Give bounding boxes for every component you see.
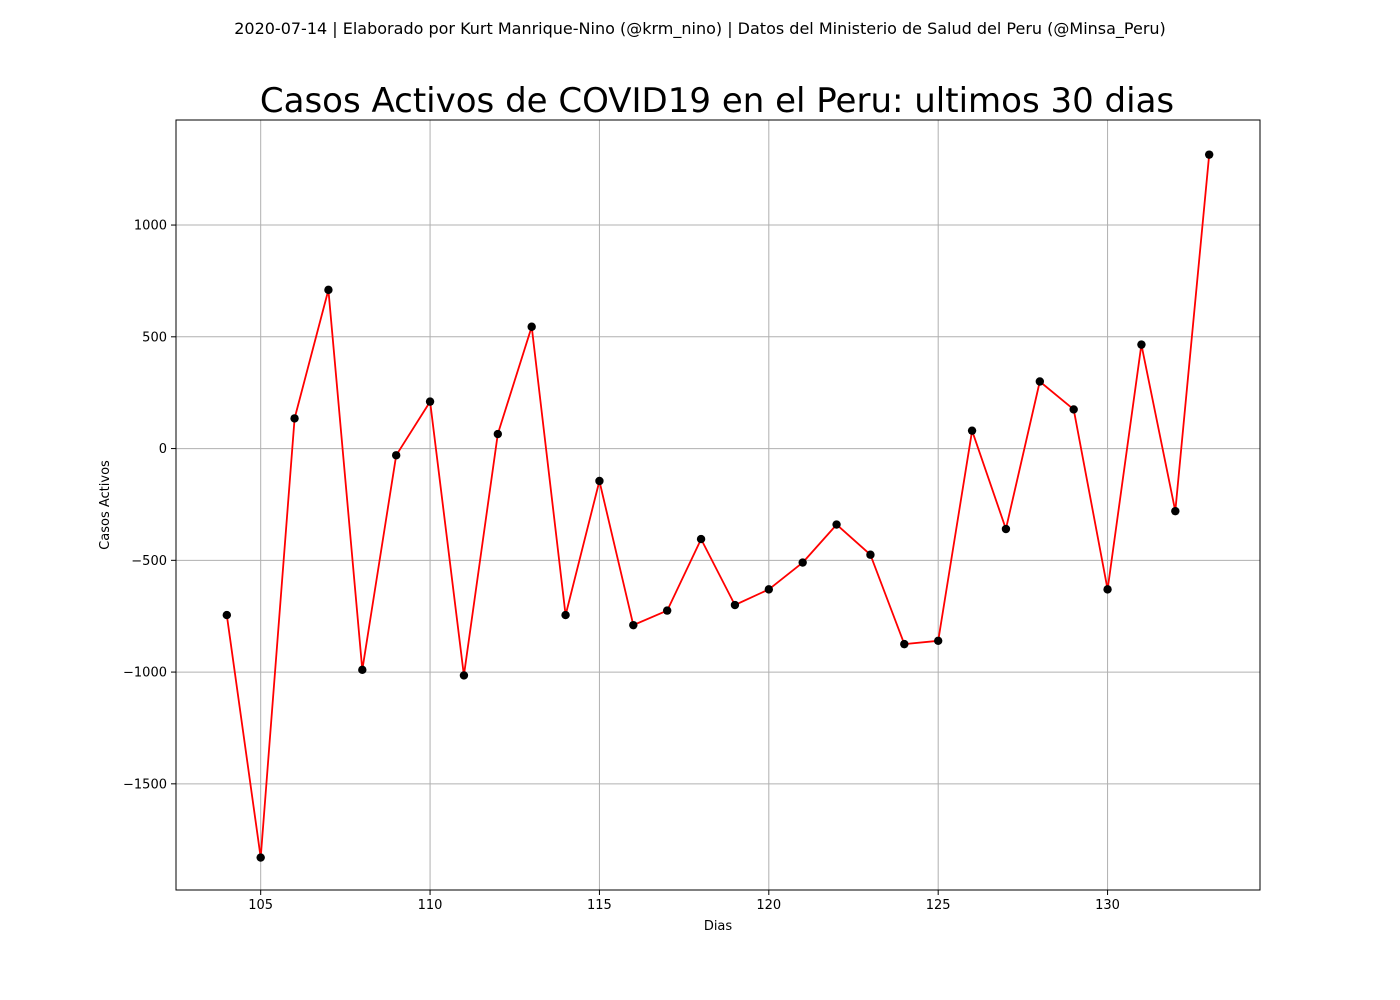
x-tick-label: 115 bbox=[587, 898, 612, 913]
data-point bbox=[662, 606, 672, 615]
y-axis: −1500 −1000 −500 0 500 1000 bbox=[123, 219, 176, 792]
data-point bbox=[290, 414, 299, 423]
data-point bbox=[256, 853, 265, 862]
chart-suptitle: 2020-07-14 | Elaborado por Kurt Manrique… bbox=[234, 19, 1166, 39]
x-axis: 105 110 115 120 125 130 bbox=[248, 890, 1120, 913]
data-point bbox=[459, 671, 469, 680]
y-tick-label: −1000 bbox=[123, 666, 167, 681]
y-tick-label: −500 bbox=[131, 554, 167, 569]
data-point bbox=[561, 610, 570, 620]
data-point bbox=[1204, 150, 1214, 159]
data-point bbox=[1069, 405, 1078, 414]
data-point bbox=[764, 585, 774, 594]
data-point bbox=[1171, 506, 1180, 516]
data-point bbox=[933, 636, 943, 645]
data-point bbox=[1103, 585, 1112, 594]
data-point bbox=[1001, 524, 1011, 534]
x-tick-label: 125 bbox=[926, 898, 951, 913]
series-markers-group bbox=[222, 150, 1214, 862]
data-point bbox=[798, 558, 807, 567]
data-point bbox=[222, 610, 232, 620]
y-axis-label: Casos Activos bbox=[98, 460, 113, 550]
y-tick-label: 1000 bbox=[134, 219, 167, 234]
data-point bbox=[900, 639, 909, 649]
y-tick-label: 500 bbox=[142, 330, 167, 345]
data-point bbox=[629, 620, 638, 630]
data-point bbox=[324, 285, 333, 295]
plot-frame bbox=[175, 119, 1261, 891]
x-tick-label: 105 bbox=[248, 898, 273, 913]
series-line bbox=[225, 154, 1211, 859]
y-tick-label: −1500 bbox=[123, 777, 167, 792]
x-tick-label: 120 bbox=[756, 898, 781, 913]
data-point bbox=[391, 451, 401, 460]
data-point bbox=[1137, 340, 1146, 349]
data-point bbox=[425, 397, 435, 406]
x-axis-label: Dias bbox=[704, 919, 733, 934]
data-point bbox=[527, 322, 536, 331]
series-line-group bbox=[225, 154, 1211, 859]
data-point bbox=[696, 534, 706, 544]
data-point bbox=[493, 429, 503, 439]
chart-title: Casos Activos de COVID19 en el Peru: ult… bbox=[260, 81, 1174, 121]
data-point bbox=[832, 520, 841, 529]
grid bbox=[176, 120, 1260, 890]
data-point bbox=[730, 600, 740, 610]
x-tick-label: 130 bbox=[1095, 898, 1120, 913]
data-point bbox=[866, 550, 875, 559]
y-tick-label: 0 bbox=[159, 442, 167, 457]
x-tick-label: 110 bbox=[418, 898, 443, 913]
data-point bbox=[1035, 377, 1045, 386]
data-point bbox=[967, 426, 977, 435]
data-point bbox=[595, 476, 604, 486]
data-point bbox=[358, 665, 367, 675]
